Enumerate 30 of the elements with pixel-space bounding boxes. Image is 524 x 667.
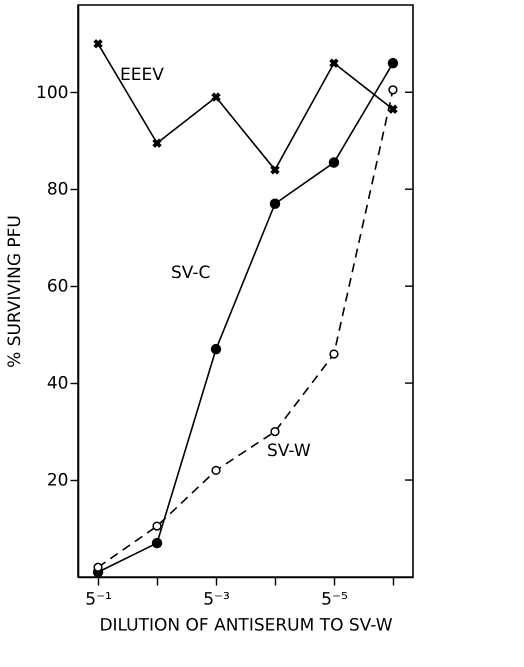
point [152,538,162,548]
x-tick-label: 5⁻³ [203,590,230,610]
point [211,466,221,475]
point [388,104,398,114]
y-axis-title: % SURVIVING PFU [5,215,26,368]
point [270,426,280,436]
point [329,349,339,359]
point [270,165,280,175]
point [210,344,222,354]
series-label: SV-C [171,263,210,283]
point [93,39,103,48]
y-tick-label: 20 [46,470,68,491]
y-tick-label: 40 [46,374,68,394]
point [388,58,398,68]
point [270,198,280,209]
x-axis-title: DILUTION OF ANTISERUM TO SV-W [99,616,393,636]
y-tick-label: 100 [36,82,68,103]
x-tick-label: 5⁻⁵ [321,590,348,610]
point [93,562,103,572]
point [388,85,398,94]
x-tick-label: 5⁻¹ [85,590,112,610]
point [152,138,162,148]
series-label: EEEV [120,65,164,85]
point [152,521,162,531]
y-tick-label: 60 [46,276,68,297]
point [329,58,339,68]
y-tick-label: 80 [46,180,68,200]
point [211,92,221,102]
series-label: SV-W [267,441,311,461]
point [328,157,340,168]
